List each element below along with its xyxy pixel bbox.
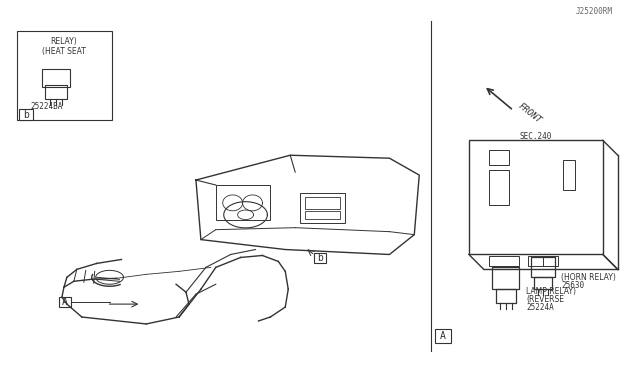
Bar <box>300 193 345 223</box>
Bar <box>305 211 340 219</box>
Bar <box>42 69 70 87</box>
Text: (REVERSE: (REVERSE <box>527 295 564 304</box>
Text: SEC.240: SEC.240 <box>519 132 552 141</box>
Text: b: b <box>317 253 323 263</box>
Text: (HORN RELAY): (HORN RELAY) <box>561 273 616 282</box>
Bar <box>17 31 111 121</box>
Bar <box>534 277 552 289</box>
Bar <box>489 170 509 205</box>
Text: RELAY): RELAY) <box>51 36 77 46</box>
Text: A: A <box>440 331 446 341</box>
Bar <box>563 160 575 190</box>
Bar <box>529 256 558 266</box>
Text: (HEAT SEAT: (HEAT SEAT <box>42 46 86 55</box>
Bar <box>435 329 451 343</box>
Bar <box>45 85 67 99</box>
Bar <box>489 150 509 165</box>
Bar <box>492 267 520 289</box>
Bar <box>531 257 556 277</box>
Text: 25224BA: 25224BA <box>31 102 63 110</box>
Bar <box>489 256 518 266</box>
Bar <box>19 109 33 121</box>
Bar <box>305 197 340 209</box>
Bar <box>495 289 516 303</box>
Text: 25224A: 25224A <box>527 302 554 312</box>
Bar <box>59 297 71 307</box>
Text: b: b <box>23 109 29 119</box>
Text: A: A <box>62 297 68 307</box>
Bar <box>469 140 603 254</box>
Text: 25630: 25630 <box>561 281 584 290</box>
Text: LAMP RELAY): LAMP RELAY) <box>527 287 577 296</box>
Bar <box>216 185 270 220</box>
Bar <box>314 253 326 263</box>
Text: FRONT: FRONT <box>516 102 543 125</box>
Text: J25200RM: J25200RM <box>576 7 612 16</box>
